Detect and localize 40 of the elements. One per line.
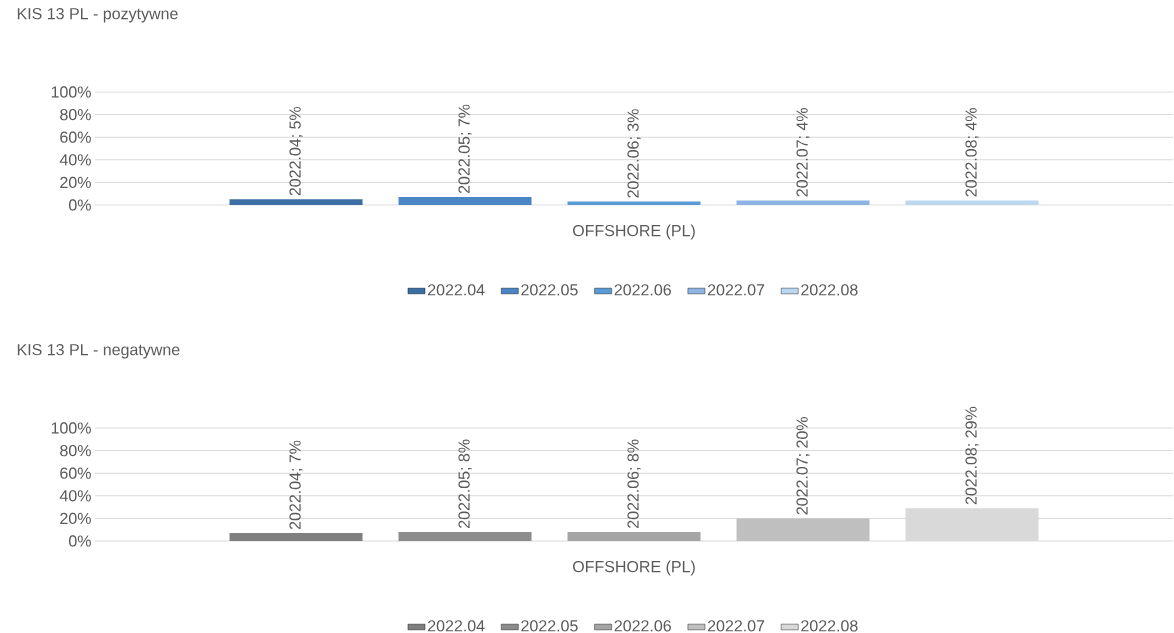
legend-label: 2022.06 (614, 284, 671, 296)
data-label: 2022.04; 7% (289, 440, 303, 530)
y-tick-label: 0% (68, 535, 91, 547)
bar (398, 531, 532, 541)
chart-title: KIS 13 PL - pozytywne (17, 7, 178, 23)
chart-title: KIS 13 PL - negatywne (17, 343, 180, 359)
data-label: 2022.06; 3% (627, 109, 641, 198)
bar (736, 518, 870, 541)
y-tick-label: 80% (60, 444, 91, 457)
data-label: 2022.07; 20% (796, 417, 810, 515)
legend-label: 2022.05 (521, 620, 578, 632)
y-tick-label: 40% (59, 490, 91, 502)
y-tick-label: 60% (60, 131, 91, 143)
y-tick-label: 20% (60, 176, 91, 189)
y-tick-label: 100% (51, 86, 91, 98)
x-tick-label: OFFSHORE (PL) (573, 224, 695, 240)
y-tick-label: 60% (60, 467, 91, 479)
legend-label: 2022.05 (521, 284, 578, 296)
data-label: 2022.07; 4% (796, 108, 810, 197)
legend-label: 2022.04 (428, 620, 485, 632)
data-label: 2022.08; 4% (965, 108, 979, 197)
y-tick-label: 80% (60, 108, 91, 121)
data-label: 2022.05; 8% (458, 439, 472, 528)
data-label: 2022.04; 5% (289, 106, 303, 196)
legend-label: 2022.08 (801, 620, 858, 632)
data-label: 2022.08; 29% (965, 406, 979, 505)
legend-label: 2022.06 (614, 620, 671, 632)
legend-label: 2022.07 (707, 284, 765, 296)
legend-label: 2022.08 (801, 284, 858, 296)
x-tick-label: OFFSHORE (PL) (573, 560, 695, 576)
y-tick-label: 40% (59, 154, 91, 166)
data-label: 2022.06; 8% (627, 439, 641, 528)
bar (229, 533, 363, 541)
y-tick-label: 100% (51, 422, 91, 434)
y-tick-label: 20% (60, 512, 91, 525)
data-label: 2022.05; 7% (458, 104, 472, 194)
bar (567, 531, 701, 541)
legend-label: 2022.04 (428, 284, 485, 296)
legend-label: 2022.07 (707, 620, 765, 632)
y-tick-label: 0% (68, 199, 91, 211)
